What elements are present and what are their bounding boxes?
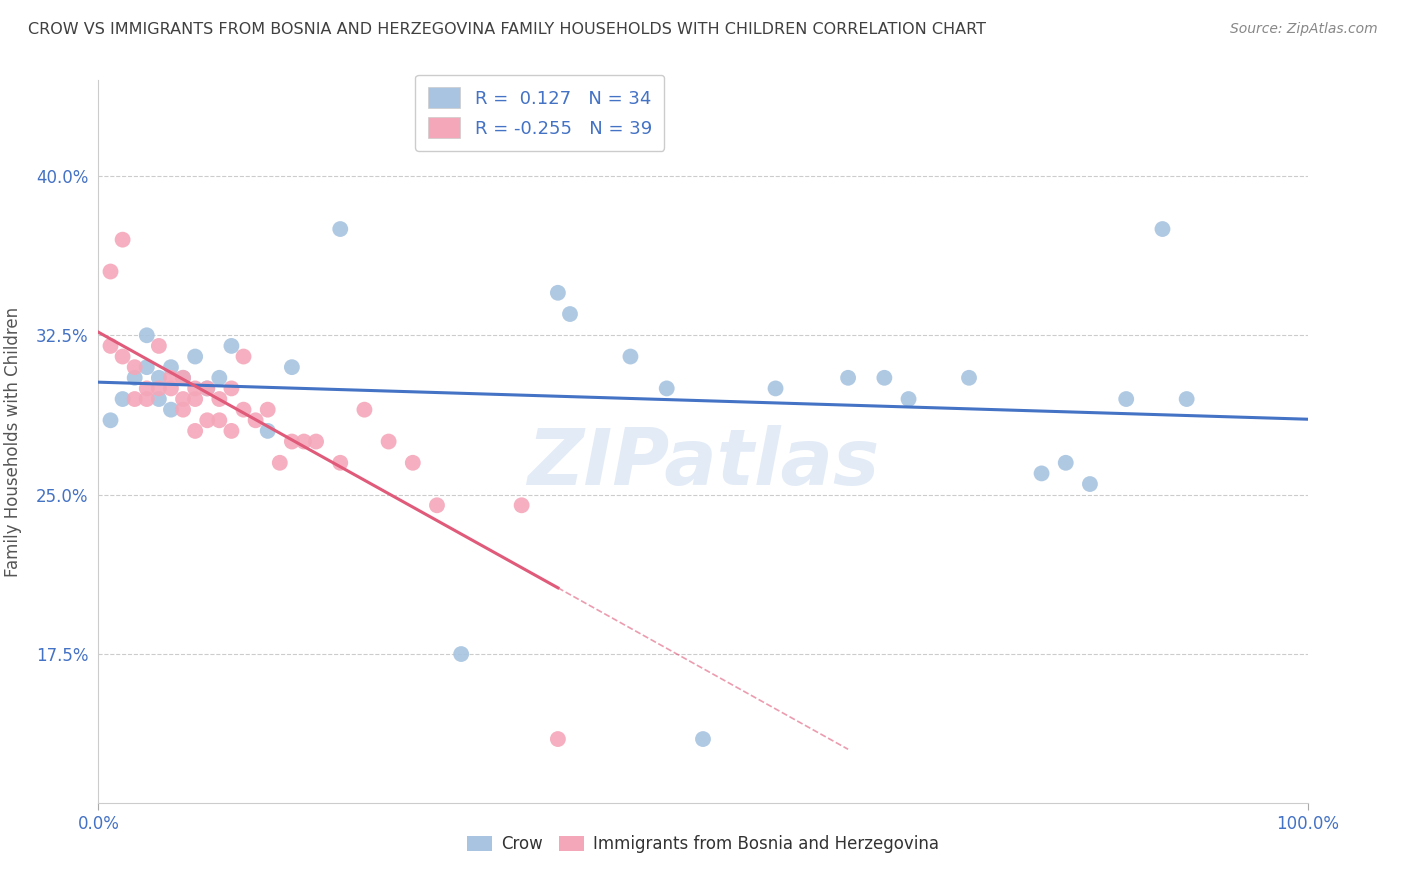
- Point: [195, 381, 218, 395]
- Text: CROW VS IMMIGRANTS FROM BOSNIA AND HERZEGOVINA FAMILY HOUSEHOLDS WITH CHILDREN C: CROW VS IMMIGRANTS FROM BOSNIA AND HERZE…: [28, 22, 986, 37]
- Point: [619, 350, 641, 364]
- Point: [124, 371, 146, 385]
- Point: [305, 434, 328, 449]
- Point: [172, 402, 194, 417]
- Point: [269, 456, 291, 470]
- Point: [1031, 467, 1053, 481]
- Point: [547, 285, 569, 300]
- Point: [100, 413, 122, 427]
- Point: [957, 371, 980, 385]
- Point: [111, 392, 134, 406]
- Point: [208, 413, 231, 427]
- Point: [124, 392, 146, 406]
- Point: [1054, 456, 1077, 470]
- Point: [221, 424, 243, 438]
- Point: [765, 381, 787, 395]
- Point: [510, 498, 533, 512]
- Point: [148, 339, 170, 353]
- Point: [292, 434, 315, 449]
- Point: [1078, 477, 1101, 491]
- Point: [172, 371, 194, 385]
- Point: [281, 360, 304, 375]
- Point: [1115, 392, 1137, 406]
- Point: [221, 381, 243, 395]
- Point: [160, 371, 183, 385]
- Point: [402, 456, 425, 470]
- Point: [135, 328, 157, 343]
- Point: [184, 381, 207, 395]
- Point: [232, 350, 254, 364]
- Point: [160, 381, 183, 395]
- Point: [426, 498, 449, 512]
- Point: [377, 434, 399, 449]
- Text: Source: ZipAtlas.com: Source: ZipAtlas.com: [1230, 22, 1378, 37]
- Point: [124, 360, 146, 375]
- Point: [208, 392, 231, 406]
- Point: [329, 456, 352, 470]
- Point: [111, 350, 134, 364]
- Point: [281, 434, 304, 449]
- Y-axis label: Family Households with Children: Family Households with Children: [4, 307, 22, 576]
- Point: [184, 392, 207, 406]
- Point: [232, 402, 254, 417]
- Point: [195, 413, 218, 427]
- Legend: Crow, Immigrants from Bosnia and Herzegovina: Crow, Immigrants from Bosnia and Herzego…: [461, 828, 945, 860]
- Point: [655, 381, 678, 395]
- Point: [558, 307, 581, 321]
- Point: [897, 392, 920, 406]
- Point: [172, 371, 194, 385]
- Point: [221, 339, 243, 353]
- Point: [111, 233, 134, 247]
- Point: [148, 371, 170, 385]
- Point: [329, 222, 352, 236]
- Point: [172, 392, 194, 406]
- Point: [245, 413, 267, 427]
- Point: [184, 424, 207, 438]
- Point: [547, 732, 569, 747]
- Point: [160, 402, 183, 417]
- Point: [873, 371, 896, 385]
- Point: [837, 371, 859, 385]
- Point: [195, 381, 218, 395]
- Point: [256, 424, 278, 438]
- Point: [160, 360, 183, 375]
- Point: [256, 402, 278, 417]
- Point: [1152, 222, 1174, 236]
- Point: [148, 392, 170, 406]
- Point: [135, 392, 157, 406]
- Point: [148, 381, 170, 395]
- Point: [184, 350, 207, 364]
- Point: [100, 339, 122, 353]
- Point: [100, 264, 122, 278]
- Point: [135, 381, 157, 395]
- Point: [353, 402, 375, 417]
- Point: [135, 360, 157, 375]
- Point: [1175, 392, 1198, 406]
- Point: [450, 647, 472, 661]
- Point: [692, 732, 714, 747]
- Text: ZIPatlas: ZIPatlas: [527, 425, 879, 501]
- Point: [208, 371, 231, 385]
